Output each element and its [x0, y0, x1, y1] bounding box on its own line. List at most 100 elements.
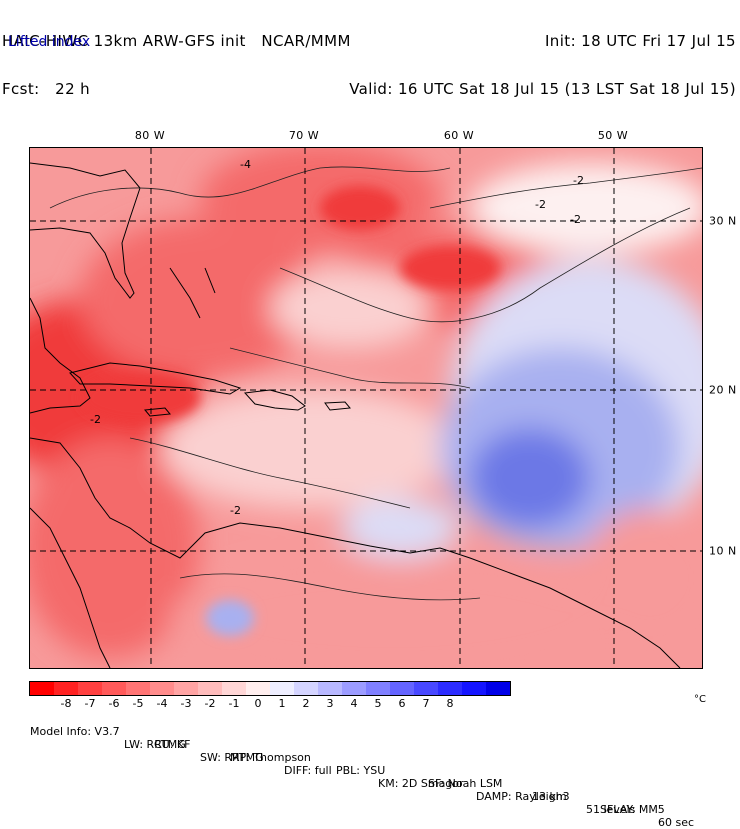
stable-spot-south: [206, 600, 254, 636]
colorbar-swatch: [318, 682, 342, 695]
map-panel: -2 -2 -2 -2 -4 -2: [29, 147, 703, 669]
contour-line: [129, 437, 411, 509]
contour-label-group: -2 -2 -2 -2 -4 -2: [90, 158, 584, 517]
contour-label: -2: [230, 504, 241, 517]
unstable-region-southeast: [580, 508, 702, 648]
lon-label-70w: 70 W: [288, 129, 320, 142]
coastline-bahamas: [169, 267, 216, 319]
colorbar-tick-label: 5: [374, 697, 382, 710]
lifted-index-map: -2 -2 -2 -2 -4 -2: [30, 148, 702, 668]
model-info-row-1: Model Info: V3.7 CU: KF MP: Thompson PBL…: [30, 712, 694, 829]
colorbar-swatch: [150, 682, 174, 695]
lon-label-80w: 80 W: [134, 129, 166, 142]
contour-label: -2: [573, 174, 584, 187]
contour-label: -2: [535, 198, 546, 211]
colorbar-swatch: [126, 682, 150, 695]
colorbar-swatch: [270, 682, 294, 695]
colorbar-swatch: [198, 682, 222, 695]
init-time: Init: 18 UTC Fri 17 Jul 15: [544, 32, 736, 50]
model-info-sw: SW: RRTMG: [200, 751, 264, 764]
colorbar-swatch: [342, 682, 366, 695]
forecast-hour: Fcst: 22 h: [2, 80, 91, 98]
colorbar-swatch: [438, 682, 462, 695]
colorbar-swatch: [462, 682, 486, 695]
latlon-grid: [30, 148, 702, 668]
coastline-hispaniola: [243, 389, 306, 411]
model-info-version: Model Info: V3.7: [30, 725, 120, 738]
colorbar-tick-label: 1: [278, 697, 286, 710]
header-right: Init: 18 UTC Fri 17 Jul 15 Valid: 16 UTC…: [349, 1, 736, 113]
colorbar-swatch: [222, 682, 246, 695]
contour-line: [229, 347, 471, 389]
model-info-timestep: 60 sec: [658, 816, 695, 829]
model-info-km: KM: 2D Smagor: [378, 777, 464, 790]
colorbar-unit: °C: [694, 694, 706, 705]
colorbar-tick-label: 7: [422, 697, 430, 710]
unstable-region-bahamas: [80, 218, 320, 378]
lon-label-50w: 50 W: [597, 129, 629, 142]
weak-region-bahamas-east: [270, 268, 430, 348]
colorbar-swatch: [246, 682, 270, 695]
model-info-damp: DAMP: Rayleigh3: [476, 790, 570, 803]
coastline-yucatan: [30, 297, 91, 414]
colorbar-tick-label: 3: [326, 697, 334, 710]
colorbar-tick-label: -4: [156, 697, 168, 710]
colorbar-tick-label: -6: [108, 697, 120, 710]
colorbar-swatch: [390, 682, 414, 695]
colorbar-swatch: [174, 682, 198, 695]
colorbar-swatch: [486, 682, 510, 695]
weak-region-caribbean: [160, 388, 460, 508]
colorbar-tick-label: -5: [132, 697, 144, 710]
colorbar-tick-label: 0: [254, 697, 262, 710]
lon-label-60w: 60 W: [443, 129, 475, 142]
unstable-region-south-america: [170, 558, 610, 668]
stable-region-core: [470, 428, 590, 528]
colorbar-tick-label: -1: [228, 697, 240, 710]
colorbar-swatch: [78, 682, 102, 695]
weak-region-northeast: [470, 163, 702, 253]
model-info-row-2: LW: RRTMG SW: RRTMG DIFF: full KM: 2D Sm…: [124, 725, 665, 816]
colorbar-swatch: [366, 682, 390, 695]
unstable-core-north: [320, 186, 400, 230]
colorbar-tick-label: -2: [204, 697, 216, 710]
contour-line: [429, 167, 702, 209]
header-left: HAIC-HIWC 13km ARW-GFS init NCAR/MMM Fcs…: [2, 1, 351, 113]
stable-region-south: [340, 498, 460, 558]
valid-time: Valid: 16 UTC Sat 18 Jul 15 (13 LST Sat …: [349, 80, 736, 98]
coastline-cuba: [69, 362, 242, 395]
lat-label-10n: 10 N: [709, 544, 737, 558]
coastline-south-america: [30, 437, 681, 668]
model-info-pbl: PBL: YSU: [336, 764, 386, 777]
colorbar-tick-label: 6: [398, 697, 406, 710]
colorbar: [29, 681, 511, 696]
colorbar-tick-label: 4: [350, 697, 358, 710]
contours: [49, 166, 702, 601]
model-info-diff: DIFF: full: [284, 764, 332, 777]
coastline-central-america: [30, 507, 111, 668]
model-title: HAIC-HIWC 13km ARW-GFS init NCAR/MMM: [2, 32, 351, 50]
unstable-core-cuba: [80, 373, 200, 423]
contour-label: -2: [570, 213, 581, 226]
colorbar-tick-label: -7: [84, 697, 96, 710]
unstable-core-atlantic: [400, 246, 500, 290]
colorbar-tick-label: 2: [302, 697, 310, 710]
colorbar-swatch: [102, 682, 126, 695]
field-name: Lifted index: [8, 34, 91, 50]
coastline-puerto-rico: [324, 401, 351, 411]
colorbar-tick-label: 8: [446, 697, 454, 710]
contour-line: [279, 207, 691, 323]
colorbar-tick-label: -8: [60, 697, 72, 710]
colorbar-swatch: [54, 682, 78, 695]
model-info-sflay: SFLAY: MM5: [600, 803, 665, 816]
coastline-florida-gulf: [30, 162, 141, 299]
lat-label-20n: 20 N: [709, 383, 737, 397]
colorbar-swatch: [414, 682, 438, 695]
contour-label: -2: [90, 413, 101, 426]
colorbar-swatch: [30, 682, 54, 695]
contour-label: -4: [240, 158, 251, 171]
coastline-jamaica: [144, 407, 171, 417]
contour-line: [179, 573, 481, 601]
unstable-region-central-america: [30, 438, 200, 658]
colorbar-tick-label: -3: [180, 697, 192, 710]
contour-line: [49, 166, 451, 209]
